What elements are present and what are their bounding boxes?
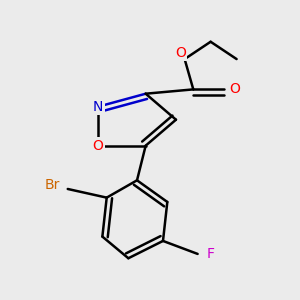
- Text: O: O: [229, 82, 240, 96]
- Text: Br: Br: [45, 178, 60, 192]
- Text: F: F: [207, 247, 214, 261]
- Text: O: O: [93, 139, 104, 153]
- Text: N: N: [93, 100, 103, 114]
- Text: O: O: [175, 46, 186, 60]
